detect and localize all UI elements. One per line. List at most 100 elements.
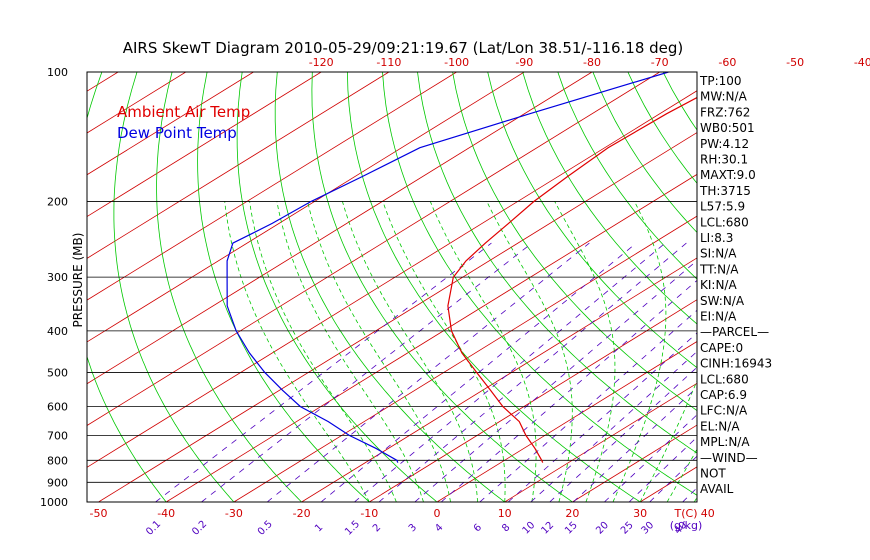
stats-entry: EL:N/A: [700, 419, 740, 433]
dry-adiabat-line: [417, 72, 697, 454]
isotherm-line: [98, 132, 697, 502]
mixing-ratio-tick-label: 2: [371, 522, 383, 534]
stats-entry: LCL:680: [700, 215, 749, 229]
dry-adiabat-line: [274, 72, 506, 502]
dry-adiabat-line: [87, 72, 167, 502]
top-temp-tick-label: -70: [651, 56, 669, 69]
isotherm-line: [87, 72, 457, 301]
stats-entry: MAXT:9.0: [700, 168, 756, 182]
mixing-ratio-tick-label: 15: [563, 520, 580, 537]
stats-entry: SI:N/A: [700, 247, 737, 261]
isotherm-line: [0, 72, 50, 502]
mixing-ratio-line: [155, 242, 492, 502]
isotherm-line: [87, 72, 525, 343]
dry-adiabat-line: [803, 72, 870, 511]
isotherm-line: [504, 382, 697, 502]
isotherm-line: [87, 90, 697, 468]
isotherm-line: [776, 72, 870, 502]
mixing-ratio-line: [604, 414, 697, 502]
chart-title: AIRS SkewT Diagram 2010-05-29/09:21:19.6…: [123, 39, 684, 57]
pressure-tick-label: 100: [47, 66, 68, 79]
isotherm-line: [369, 299, 697, 502]
bottom-temp-tick-label: -10: [360, 507, 378, 520]
stats-entry: SW:N/A: [700, 294, 745, 308]
moist-adiabat-line: [382, 201, 506, 502]
plot-frame: [86, 71, 698, 503]
mixing-ratio-tick-label: 8: [500, 522, 512, 534]
moist-adiabat-line: [486, 201, 573, 502]
pressure-tick-label: 400: [47, 325, 68, 338]
top-temp-tick-label: -60: [718, 56, 736, 69]
bottom-temp-tick-label: -20: [293, 507, 311, 520]
y-axis-label: PRESSURE (MB): [71, 233, 85, 328]
top-temp-tick-label: -40: [854, 56, 870, 69]
moist-adiabat-line: [554, 201, 616, 502]
mixing-ratio-tick-label: 30: [639, 520, 656, 537]
mixing-ratio-line: [549, 366, 697, 502]
dry-adiabat-line: [197, 72, 370, 502]
stats-entry: —PARCEL—: [700, 325, 769, 339]
dew-point-line: [226, 72, 669, 463]
mixing-ratio-tick-label: 0.5: [256, 519, 275, 538]
pressure-tick-label: 700: [47, 429, 68, 442]
mixing-ratio-tick-label: 1.5: [343, 519, 362, 538]
mixing-ratio-line: [649, 455, 697, 502]
moist-adiabat-line: [249, 201, 397, 502]
bottom-temp-tick-label: 30: [633, 507, 647, 520]
mixing-ratio-tick-label: 3: [407, 522, 419, 534]
stats-entry: WB0:501: [700, 121, 755, 135]
pressure-tick-label: 800: [47, 454, 68, 467]
stats-entry: EI:N/A: [700, 310, 737, 324]
mixing-ratio-line: [572, 386, 697, 502]
isotherm-line: [87, 72, 593, 385]
pressure-tick-label: 900: [47, 476, 68, 489]
bottom-temp-tick-label: -50: [90, 507, 108, 520]
mixing-ratio-tick-label: 20: [594, 520, 611, 537]
legend-ambient-temp: Ambient Air Temp: [117, 103, 250, 121]
pressure-tick-label: 600: [47, 401, 68, 414]
mixing-ratio-tick-label: 0.1: [144, 519, 163, 538]
moist-adiabat-line: [307, 201, 451, 502]
mixing-ratio-tick-label: 25: [619, 520, 636, 537]
dry-adiabat-line: [838, 72, 870, 511]
mixing-ratio-line: [320, 242, 637, 502]
stats-entry: MW:N/A: [700, 90, 748, 104]
isotherm-line: [87, 72, 390, 259]
bottom-temp-tick-label: 0: [434, 507, 441, 520]
mixing-ratio-line: [628, 436, 697, 502]
stats-entry: PW:4.12: [700, 137, 749, 151]
background-grid: [0, 72, 870, 511]
top-temp-tick-label: -120: [309, 56, 334, 69]
stats-entry: TH:3715: [699, 184, 751, 198]
dry-adiabat-line: [557, 72, 697, 280]
stats-entry: LFC:N/A: [700, 404, 748, 418]
mixing-ratio-tick-label: 10: [521, 520, 538, 537]
isotherm-line: [87, 72, 322, 218]
top-temp-tick-label: -50: [786, 56, 804, 69]
pressure-tick-label: 500: [47, 367, 68, 380]
mixing-ratio-tick-label: 12: [540, 520, 557, 537]
isotherm-line: [165, 173, 697, 502]
sounding-series: [226, 72, 697, 463]
dry-adiabat-line: [311, 72, 574, 502]
mixing-ratio-tick-label: 4: [433, 522, 445, 534]
dry-adiabat-line: [733, 72, 870, 511]
stats-entry: MPL:N/A: [700, 435, 750, 449]
isotherm-line: [843, 72, 870, 502]
stats-entry: L57:5.9: [700, 200, 745, 214]
stats-entry: FRZ:762: [700, 105, 750, 119]
dry-adiabat-line: [768, 72, 870, 511]
stats-entry: LCL:680: [700, 372, 749, 386]
bottom-temp-tick-label: -40: [157, 507, 175, 520]
bottom-temp-tick-label: 10: [498, 507, 512, 520]
top-temp-tick-label: -110: [376, 56, 401, 69]
stats-entry: TT:N/A: [699, 262, 739, 276]
dry-adiabat-line: [452, 72, 697, 412]
isotherm-line: [572, 424, 697, 502]
moist-adiabat-line: [429, 201, 537, 502]
ambient-temp-line: [447, 96, 697, 463]
top-temp-tick-label: -80: [583, 56, 601, 69]
dry-adiabat-line: [522, 72, 697, 325]
